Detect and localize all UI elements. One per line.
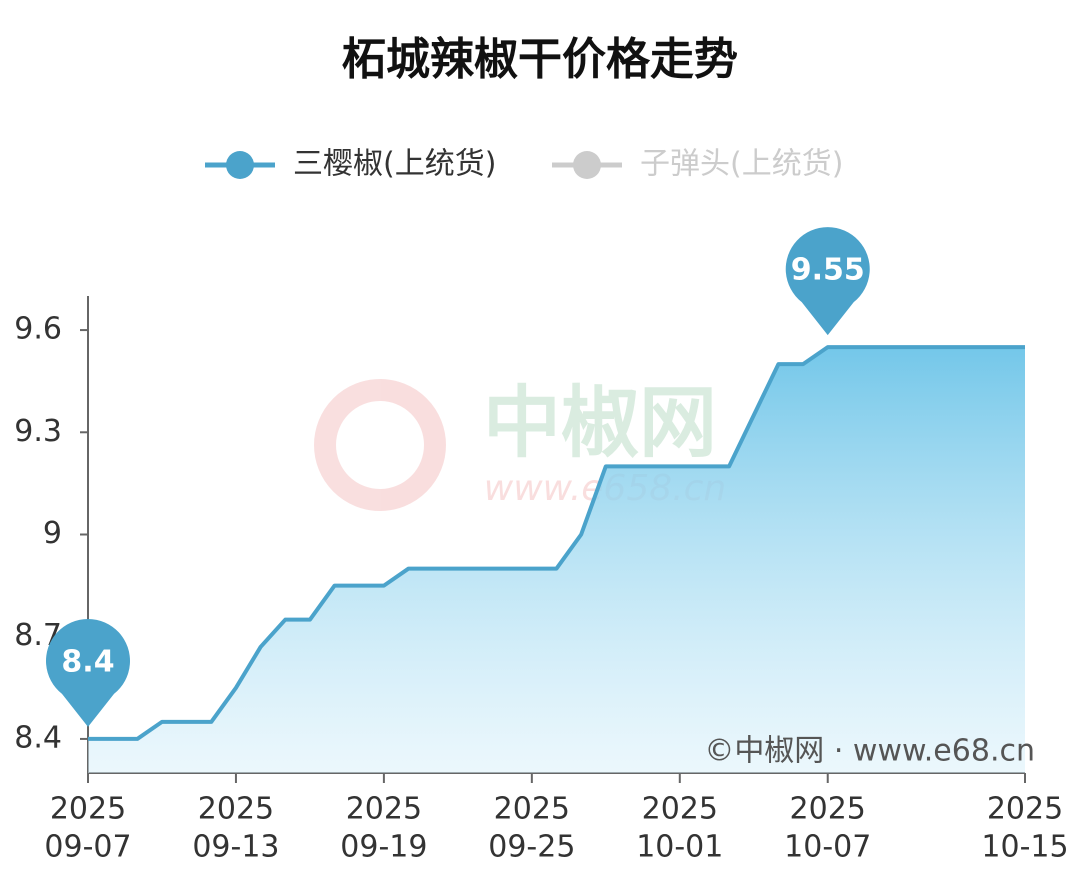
pin-label: 9.55 (791, 253, 865, 288)
legend-marker (226, 151, 254, 179)
line (88, 345, 1025, 741)
x-tick-label: 09-25 (488, 830, 575, 865)
watermark-logo (314, 379, 446, 511)
pin (46, 618, 131, 727)
x-tick-label: 2025 (987, 792, 1063, 827)
y-tick-label: 9 (43, 516, 62, 551)
chart-title: 柘城辣椒干价格走势 (342, 34, 738, 85)
legend-item[interactable]: 子弹头(上统货) (552, 147, 843, 182)
pin-label: 8.4 (61, 644, 114, 679)
y-tick-label: 8.4 (14, 720, 62, 755)
x-tick-label: 2025 (494, 792, 570, 827)
x-tick-label: 10-07 (784, 830, 871, 865)
pin (785, 227, 870, 336)
area (88, 347, 1025, 773)
x-tick-label: 10-15 (981, 830, 1068, 865)
watermark-name: 中椒网 (483, 378, 717, 468)
x-tick-label: 09-07 (44, 830, 131, 865)
legend-item[interactable]: 三樱椒(上统货) (205, 147, 496, 182)
legend-label: 子弹头(上统货) (640, 147, 843, 182)
x-tick-label: 2025 (198, 792, 274, 827)
x-tick-label: 09-19 (340, 830, 427, 865)
x-tick-label: 2025 (50, 792, 126, 827)
x-tick-label: 10-01 (636, 830, 723, 865)
source: ©中椒网 · www.e68.cn (704, 734, 1035, 769)
x-tick-label: 2025 (790, 792, 866, 827)
y-tick-label: 9.6 (14, 312, 62, 347)
x-tick-label: 2025 (642, 792, 718, 827)
x-tick-label: 2025 (346, 792, 422, 827)
legend-label: 三樱椒(上统货) (293, 147, 496, 182)
legend-marker (573, 151, 601, 179)
y-tick-label: 9.3 (14, 414, 62, 449)
x-tick-label: 09-13 (192, 830, 279, 865)
plot: 8.48.799.39.6202509-07202509-13202509-19… (14, 227, 1069, 865)
